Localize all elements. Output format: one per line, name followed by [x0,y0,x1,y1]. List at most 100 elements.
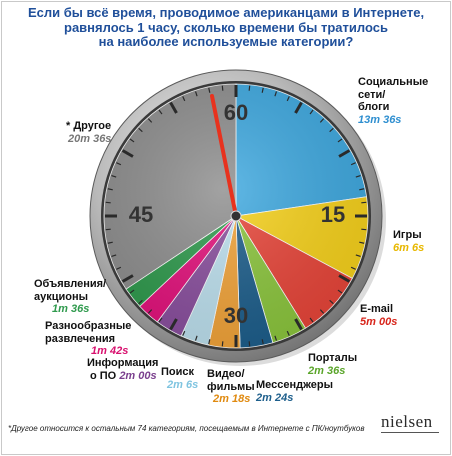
label-games: Игры 6m 6s [393,229,424,254]
label-email: E-mail 5m 00s [360,303,397,328]
label-classifieds-value: 1m 36s [52,303,90,315]
title-line-2: равнялось 1 часу, сколько времени бы тра… [64,19,388,35]
minor-tick [355,174,361,178]
minor-tick [361,201,367,204]
minor-tick [261,339,264,345]
label-portals-value: 2m 36s [308,364,346,377]
dial-label-45: 45 [129,202,153,227]
minor-tick [105,201,111,204]
major-tick [338,274,351,283]
label-portals-line1: Порталы [308,352,358,364]
minor-tick [208,339,211,345]
label-video-value: 2m 18s [213,393,251,405]
minor-tick [319,118,325,123]
minor-tick [221,341,224,347]
label-im-value: 2m 24s [256,391,294,404]
minor-tick [337,138,343,143]
major-tick [294,318,303,331]
minor-tick [138,127,143,133]
dial-label-15: 15 [321,202,345,227]
label-software: Информация о ПО 2m 00s [87,357,158,382]
major-tick [169,318,178,331]
footnote: *Другое относится к остальным 74 категор… [8,424,365,433]
minor-tick [355,254,361,258]
minor-tick [350,162,356,166]
dial-label-30: 30 [224,303,248,328]
minor-tick [182,96,186,102]
label-classifieds-line2: аукционы [34,290,89,303]
clock-hand [210,94,238,218]
label-social-line1: Социальные [358,76,429,88]
minor-tick [329,127,334,133]
minor-tick [138,299,143,305]
minor-tick [286,330,290,336]
label-other-line1: * Другое [66,120,112,132]
minor-tick [116,266,122,270]
label-software-line2: о ПО [90,369,117,382]
minor-tick [111,174,117,178]
minor-tick [107,188,113,191]
major-tick [338,149,351,158]
label-software-line2-wrap: о ПО 2m 00s [87,370,158,383]
label-other-value: 20m 36s [68,132,112,145]
label-games-value: 6m 6s [393,241,425,254]
minor-tick [337,289,343,294]
label-software-value: 2m 00s [119,369,157,382]
label-email-line1: E-mail [360,303,394,315]
label-video: Видео/ фильмы 2m 18s [207,368,255,406]
minor-tick [274,91,278,97]
major-tick [169,101,178,114]
minor-tick [194,335,198,341]
minor-tick [111,254,117,258]
minor-tick [261,87,264,93]
label-portals: Порталы 2m 36s [308,352,357,377]
minor-tick [194,91,198,97]
minor-tick [359,188,365,191]
label-video-line2: фильмы [207,380,255,393]
minor-tick [129,138,135,143]
minor-tick [208,87,211,93]
label-social-line3: блоги [358,101,390,113]
label-search-value: 2m 6s [167,378,199,391]
label-entertainment-value: 1m 42s [91,345,129,357]
minor-tick [129,289,135,294]
minor-tick [158,109,163,115]
label-other: * Другое 20m 36s [66,120,111,145]
label-entertainment-line1: Разнообразные [45,320,132,332]
label-search-line1: Поиск [161,366,195,378]
minor-tick [248,341,251,347]
minor-tick [329,299,334,305]
title-line-1: Если бы всё время, проводимое американца… [27,5,425,20]
minor-tick [158,317,163,323]
label-search: Поиск 2m 6s [161,366,198,391]
major-tick [121,149,134,158]
label-software-line1: Информация [87,357,159,369]
minor-tick [350,266,356,270]
label-social-line2: сети/ [358,88,386,101]
minor-tick [309,109,314,115]
minor-tick [248,85,251,91]
label-social-value: 13m 36s [358,113,402,126]
label-email-value: 5m 00s [360,315,398,328]
label-social: Социальные сети/ блоги 13m 36s [358,76,428,126]
minor-tick [274,335,278,341]
minor-tick [116,162,122,166]
minor-tick [359,241,365,244]
minor-tick [319,309,325,314]
minor-tick [105,228,111,231]
major-tick [294,101,303,114]
label-games-line1: Игры [393,229,422,241]
dial-label-60: 60 [224,100,248,125]
minor-tick [107,241,113,244]
clock-hub [230,210,242,222]
nielsen-logo: nielsen [381,412,433,431]
label-classifieds-line1: Объявления/ [34,278,107,290]
label-video-line1: Видео/ [207,368,245,380]
minor-tick [147,309,153,314]
title-line-3: на наиболее используемые категории? [98,34,354,49]
minor-tick [221,85,224,91]
label-im-line1: Мессенджеры [256,379,333,391]
minor-tick [147,118,153,123]
minor-tick [286,96,290,102]
